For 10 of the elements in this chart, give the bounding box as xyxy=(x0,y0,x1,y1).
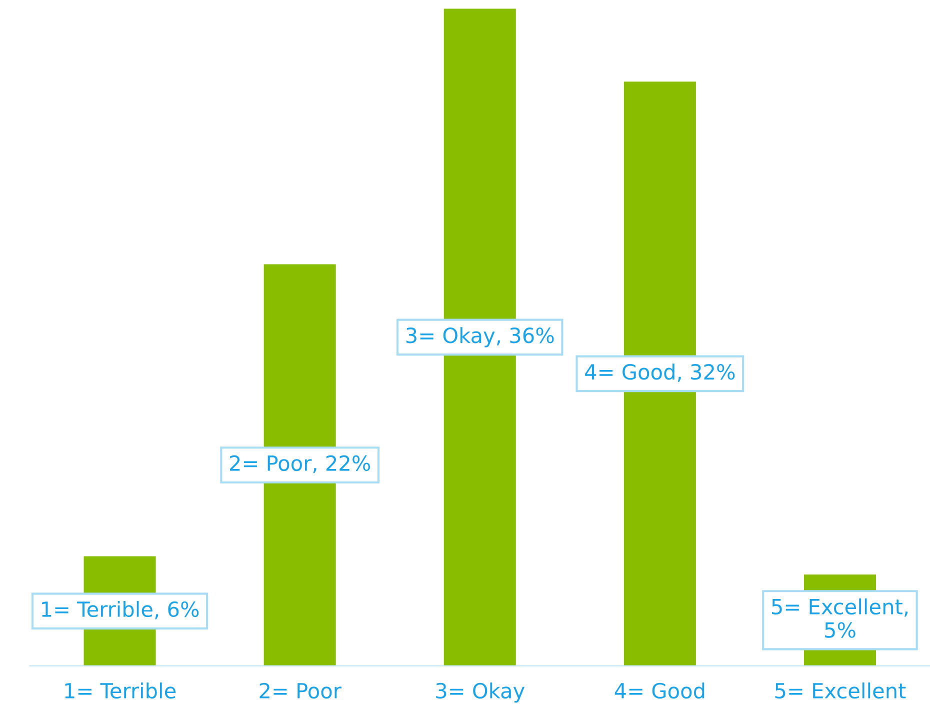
data-label: 1= Terrible, 6% xyxy=(42,600,199,620)
data-label: 4= Good, 32% xyxy=(585,364,735,382)
x-tick-label: 4= Good xyxy=(614,682,704,699)
x-tick-label: 1= Terrible xyxy=(65,682,176,699)
x-tick-label: 3= Okay xyxy=(436,682,525,703)
data-label: 3= Okay, 36% xyxy=(406,327,554,348)
x-tick-label: 5= Excellent xyxy=(775,682,906,699)
data-label: 5= Excellent, 5% xyxy=(772,598,908,638)
x-tick-label: 2= Poor xyxy=(260,682,342,699)
data-label: 2= Poor, 22% xyxy=(230,455,370,474)
